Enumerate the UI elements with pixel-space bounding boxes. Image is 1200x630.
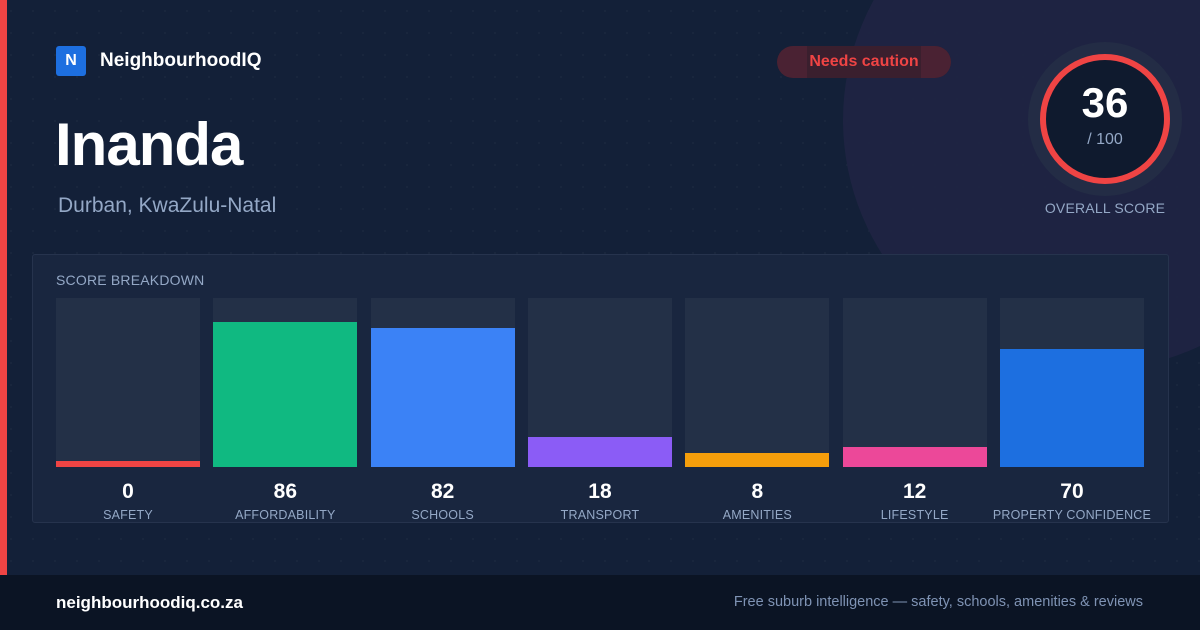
bar-track: [213, 298, 358, 467]
bar-fill: [685, 453, 830, 467]
footer-tagline: Free suburb intelligence — safety, schoo…: [733, 594, 1143, 610]
status-accent-bar: [0, 0, 7, 575]
bar-schools: 82 SCHOOLS: [370, 298, 515, 522]
bar-lifestyle: 12 LIFESTYLE: [842, 298, 987, 522]
bar-track: [370, 298, 515, 467]
bar-affordability: 86 AFFORDABILITY: [213, 298, 358, 522]
bar-fill: [370, 328, 515, 467]
overall-score-ring: 36 / 100: [1028, 42, 1182, 196]
score-breakdown-title: SCORE BREAKDOWN: [56, 272, 205, 288]
bar-category-label: AMENITIES: [722, 508, 792, 522]
bar-category-label: PROPERTY CONFIDENCE: [992, 508, 1152, 522]
bar-safety: 0 SAFETY: [56, 298, 200, 522]
bar-value-label: 18: [588, 480, 612, 503]
bar-value-label: 86: [273, 480, 297, 503]
bar-fill: [527, 437, 672, 467]
overall-score-value: 36: [1081, 79, 1129, 126]
suburb-name: Inanda: [55, 111, 243, 178]
status-badge-label: Needs caution: [809, 53, 919, 70]
score-ring-graphic: [1028, 42, 1182, 196]
suburb-location: Durban, KwaZulu-Natal: [58, 194, 277, 217]
bar-track: [527, 298, 672, 467]
brand-name: NeighbourhoodIQ: [100, 50, 262, 71]
footer: neighbourhoodiq.co.za Free suburb intell…: [0, 575, 1200, 630]
overall-score-max: / 100: [1087, 131, 1123, 148]
bar-fill: [999, 349, 1144, 467]
bar-category-label: TRANSPORT: [560, 508, 640, 522]
bar-track: [842, 298, 987, 467]
bar-track: [56, 298, 200, 467]
brand-logo: N: [56, 46, 86, 76]
bar-category-label: SAFETY: [103, 508, 153, 522]
bar-transport: 18 TRANSPORT: [527, 298, 672, 522]
bar-fill: [56, 461, 200, 467]
bar-value-label: 12: [902, 480, 927, 503]
score-breakdown-chart: 0 SAFETY 86 AFFORDABILITY 82 SCHOOLS 18 TRANSPO…: [56, 298, 1151, 522]
bar-category-label: LIFESTYLE: [880, 508, 949, 522]
bar-category-label: AFFORDABILITY: [235, 508, 336, 522]
bar-fill: [842, 447, 987, 467]
bar-value-label: 70: [1060, 480, 1084, 503]
bar-value-label: 8: [751, 480, 764, 503]
bar-value-label: 0: [122, 480, 134, 503]
bar-track: [685, 298, 830, 467]
bar-amenities: 8 AMENITIES: [685, 298, 830, 522]
bar-category-label: SCHOOLS: [411, 508, 474, 522]
overall-score-label: OVERALL SCORE: [1044, 200, 1166, 216]
footer-domain-link[interactable]: neighbourhoodiq.co.za: [56, 593, 243, 612]
bar-value-label: 82: [430, 480, 455, 503]
bar-track: [999, 298, 1144, 467]
brand[interactable]: N NeighbourhoodIQ: [56, 46, 261, 76]
status-badge: Needs caution: [777, 46, 951, 78]
bar-fill: [213, 322, 358, 467]
bar-property-confidence: 70 PROPERTY CONFIDENCE: [993, 298, 1151, 522]
